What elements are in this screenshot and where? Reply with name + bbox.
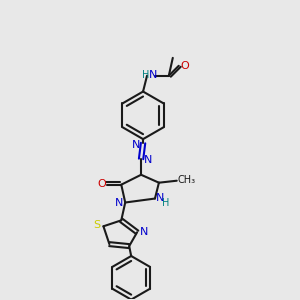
Text: N: N xyxy=(115,197,124,208)
Text: N: N xyxy=(132,140,140,150)
Text: O: O xyxy=(97,179,106,189)
Text: S: S xyxy=(93,220,100,230)
Text: O: O xyxy=(180,61,189,71)
Text: N: N xyxy=(144,155,152,165)
Text: N: N xyxy=(140,227,148,237)
Text: N: N xyxy=(156,193,164,202)
Text: CH₃: CH₃ xyxy=(178,175,196,185)
Text: H: H xyxy=(142,70,150,80)
Text: H: H xyxy=(162,199,169,208)
Text: N: N xyxy=(149,70,157,80)
